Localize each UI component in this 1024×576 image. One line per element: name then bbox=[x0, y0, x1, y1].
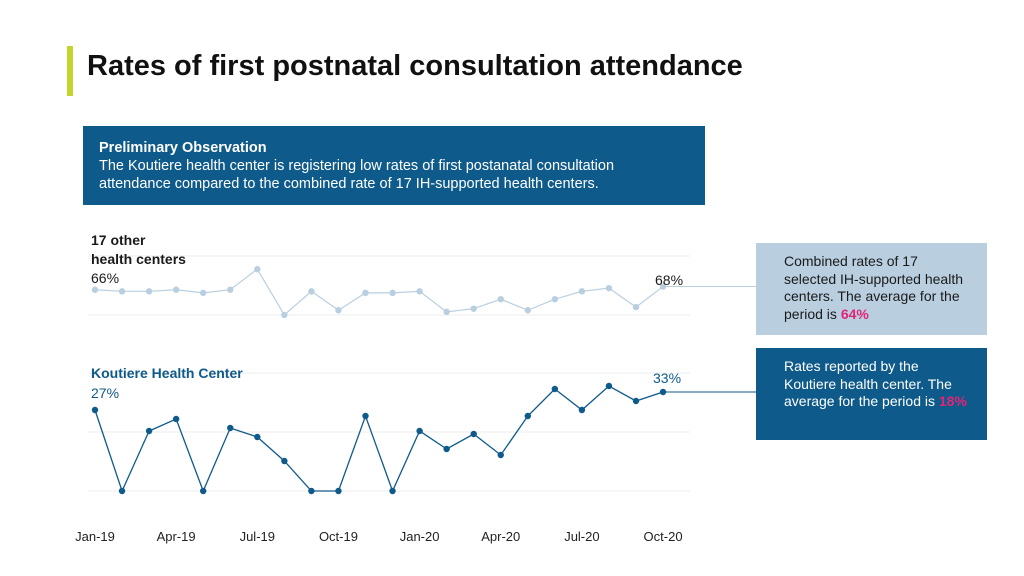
data-point-koutiere-5 bbox=[227, 424, 234, 432]
data-point-koutiere-16 bbox=[524, 412, 531, 420]
data-point-other-5 bbox=[227, 286, 234, 293]
data-point-other-13 bbox=[443, 308, 450, 316]
callout-other-centers: Combined rates of 17 selected IH-support… bbox=[756, 243, 987, 335]
data-point-koutiere-1 bbox=[118, 487, 126, 495]
x-tick-label-5: Apr-20 bbox=[481, 529, 520, 544]
series-label-koutiere: Koutiere Health Center bbox=[91, 365, 243, 381]
data-point-koutiere-17 bbox=[551, 385, 559, 393]
data-point-other-14 bbox=[470, 305, 477, 312]
x-tick-label-2: Jul-19 bbox=[240, 529, 275, 544]
data-point-other-17 bbox=[551, 296, 559, 303]
data-point-other-10 bbox=[362, 289, 369, 297]
x-tick-label-0: Jan-19 bbox=[75, 529, 115, 544]
data-label-koutiere-last: 33% bbox=[653, 370, 681, 386]
data-point-other-6 bbox=[254, 265, 261, 273]
data-point-koutiere-15 bbox=[497, 451, 504, 459]
x-tick-label-4: Jan-20 bbox=[400, 529, 440, 544]
data-point-koutiere-13 bbox=[443, 445, 450, 453]
x-tick-label-1: Apr-19 bbox=[157, 529, 196, 544]
observation-box: Preliminary Observation The Koutiere hea… bbox=[83, 126, 705, 205]
data-point-koutiere-3 bbox=[172, 415, 180, 423]
page-title: Rates of first postnatal consultation at… bbox=[87, 50, 743, 82]
data-point-other-0 bbox=[91, 286, 99, 293]
callout-koutiere-text: Rates reported by the Koutiere health ce… bbox=[784, 358, 952, 409]
data-point-other-16 bbox=[524, 307, 531, 314]
title-accent-bar bbox=[67, 46, 73, 96]
data-point-other-12 bbox=[416, 288, 423, 295]
data-point-koutiere-11 bbox=[389, 487, 396, 495]
data-point-koutiere-19 bbox=[605, 382, 613, 390]
data-point-koutiere-0 bbox=[91, 406, 99, 414]
data-point-other-4 bbox=[200, 289, 207, 297]
data-point-other-18 bbox=[578, 288, 586, 295]
data-point-other-8 bbox=[308, 288, 315, 295]
callout-other-text: Combined rates of 17 selected IH-support… bbox=[784, 253, 963, 322]
series-label-other: 17 other health centers bbox=[91, 232, 186, 267]
x-tick-label-6: Jul-20 bbox=[564, 529, 599, 544]
callout-koutiere: Rates reported by the Koutiere health ce… bbox=[756, 348, 987, 440]
callout-koutiere-average: 18% bbox=[938, 393, 967, 409]
x-tick-label-3: Oct-19 bbox=[319, 529, 358, 544]
data-point-koutiere-8 bbox=[308, 487, 315, 495]
data-point-koutiere-12 bbox=[416, 427, 423, 435]
data-label-other-last: 68% bbox=[655, 272, 683, 288]
data-label-other-first: 66% bbox=[91, 270, 119, 286]
data-point-koutiere-10 bbox=[362, 412, 369, 420]
observation-text: The Koutiere health center is registerin… bbox=[99, 158, 615, 192]
data-point-koutiere-18 bbox=[578, 406, 586, 414]
series-line-koutiere bbox=[94, 385, 664, 493]
data-point-koutiere-14 bbox=[470, 430, 477, 438]
data-point-koutiere-6 bbox=[254, 433, 261, 441]
data-point-other-20 bbox=[632, 303, 640, 311]
series-line-other bbox=[94, 268, 664, 316]
data-point-other-19 bbox=[605, 284, 613, 292]
data-point-other-11 bbox=[389, 289, 396, 297]
data-label-koutiere-first: 27% bbox=[91, 385, 119, 401]
data-point-other-3 bbox=[172, 286, 180, 293]
data-point-other-15 bbox=[497, 296, 504, 303]
data-point-other-1 bbox=[118, 288, 126, 295]
data-point-koutiere-9 bbox=[335, 487, 342, 495]
callout-other-average: 64% bbox=[840, 305, 869, 322]
data-point-koutiere-4 bbox=[200, 487, 207, 495]
observation-heading: Preliminary Observation bbox=[99, 140, 267, 156]
data-point-koutiere-7 bbox=[281, 457, 288, 465]
data-point-other-9 bbox=[335, 307, 342, 314]
data-point-other-2 bbox=[145, 288, 153, 295]
data-point-koutiere-20 bbox=[632, 397, 640, 405]
data-point-other-7 bbox=[281, 311, 288, 319]
x-tick-label-7: Oct-20 bbox=[644, 529, 683, 544]
data-point-koutiere-2 bbox=[145, 427, 153, 435]
